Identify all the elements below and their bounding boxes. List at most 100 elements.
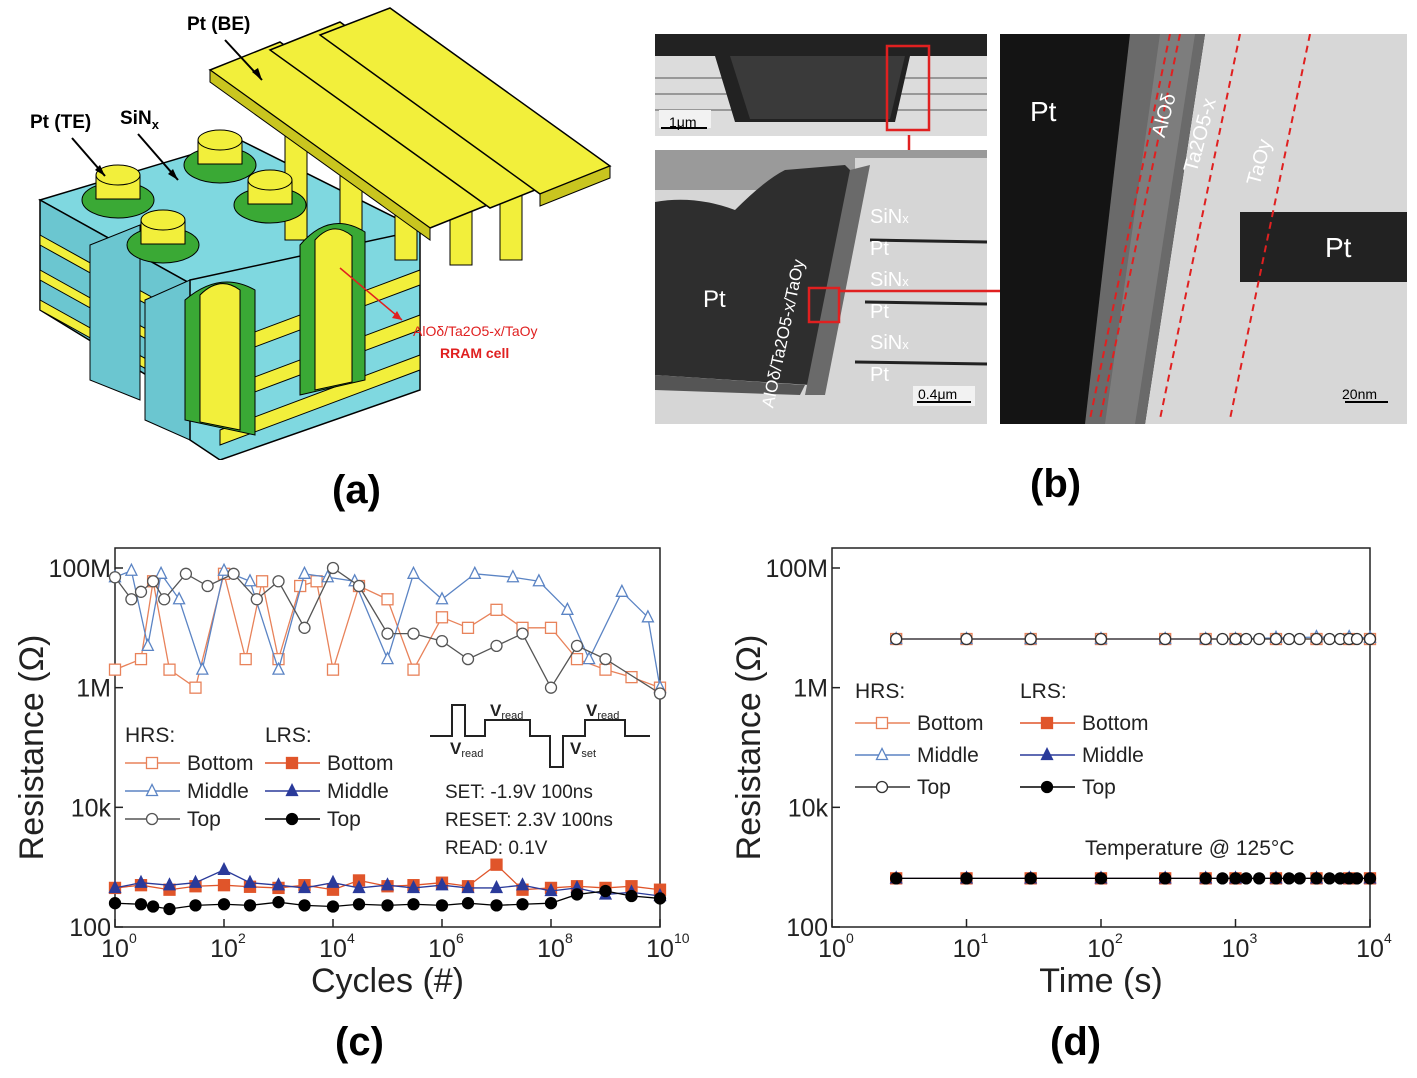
data-point	[1323, 632, 1336, 646]
data-point	[381, 593, 394, 606]
x-tick-label: 10	[101, 935, 129, 963]
data-point	[298, 899, 311, 912]
data-point	[1159, 872, 1172, 885]
y-tick-label: 1M	[793, 675, 828, 703]
tem-high-res-graphic	[1000, 34, 1407, 424]
tem-cross-section-graphic	[655, 150, 987, 424]
legend-lrs-title: LRS:	[1020, 680, 1067, 703]
data-point	[141, 637, 155, 651]
series-hrs-bottom	[108, 567, 667, 694]
data-point	[490, 858, 503, 871]
data-point	[960, 872, 973, 885]
x-tick-exponent: 6	[456, 930, 464, 946]
data-point	[490, 899, 503, 912]
data-point	[599, 663, 612, 676]
data-point	[1269, 872, 1283, 885]
data-point	[108, 571, 122, 584]
data-point	[615, 583, 629, 597]
data-point	[134, 898, 148, 911]
legend-entry-label: Top	[1082, 776, 1116, 799]
legend-entry-label: Middle	[187, 780, 249, 803]
pulse-diagram: Vread Vread Vread Vset	[430, 701, 650, 768]
y-tick-label: 100M	[48, 555, 111, 583]
pulse-condition-text: RESET: 2.3V 100ns	[445, 810, 613, 831]
y-tick-label: 100M	[765, 555, 828, 583]
data-point	[326, 874, 340, 888]
data-point	[154, 565, 168, 579]
data-point	[271, 661, 286, 675]
data-point	[162, 877, 177, 891]
x-tick-label: 10	[210, 935, 238, 963]
data-point	[461, 897, 475, 910]
data-point	[599, 884, 612, 898]
x-axis-label: Cycles (#)	[311, 962, 464, 1000]
data-point	[310, 575, 323, 588]
data-point	[1253, 632, 1266, 646]
front-columns	[184, 223, 366, 436]
pulse-label-vset: Vset	[570, 739, 596, 760]
scale-bar-20nm: 20nm	[1342, 386, 1378, 402]
data-point	[653, 892, 667, 905]
data-point	[544, 681, 558, 694]
tem-high-res: Pt Pt AlOδ Ta2O5-x TaOy 20nm	[1000, 34, 1407, 424]
data-point	[461, 652, 475, 666]
x-tick-label: 10	[428, 935, 456, 963]
data-point	[298, 621, 311, 634]
data-point	[1216, 632, 1229, 646]
data-point	[108, 663, 122, 676]
data-point	[1310, 632, 1323, 646]
data-point	[380, 877, 395, 891]
data-point	[560, 601, 574, 615]
x-tick-exponent: 8	[565, 930, 573, 946]
data-point	[108, 879, 122, 894]
scale-bar-1um: 1μm	[669, 114, 697, 130]
legend-marker	[285, 756, 299, 770]
legend-entry-label: Bottom	[1082, 712, 1149, 735]
panel-label-d: (d)	[1050, 1020, 1102, 1064]
pulse-waveform	[430, 704, 650, 768]
data-point	[461, 621, 475, 634]
legend-lrs-title: LRS:	[265, 724, 312, 747]
data-point	[406, 879, 421, 894]
data-point	[217, 861, 231, 876]
data-point	[1282, 632, 1296, 646]
y-tick-label: 1M	[76, 675, 111, 703]
data-point	[625, 889, 638, 903]
data-point	[146, 575, 160, 588]
data-point	[321, 569, 335, 583]
data-point	[468, 565, 482, 579]
data-point	[1350, 872, 1364, 885]
x-tick-exponent: 4	[1384, 930, 1392, 946]
data-point	[1159, 632, 1172, 646]
data-point	[250, 593, 263, 606]
label-pt-te: Pt (TE)	[30, 112, 91, 133]
legend-marker	[1040, 716, 1054, 730]
data-point	[352, 579, 366, 593]
data-point	[195, 661, 209, 675]
data-point	[435, 634, 449, 648]
data-point	[960, 632, 973, 646]
tem-right-layers: SiNx Pt SiNx Pt SiNx Pt	[870, 202, 909, 391]
cell-pointer-line	[339, 267, 403, 321]
data-point	[407, 898, 420, 911]
data-point	[326, 561, 340, 575]
y-axis-label: Resistance (Ω)	[13, 635, 51, 861]
x-tick-exponent: 2	[238, 930, 246, 946]
x-tick-label: 10	[1222, 935, 1250, 963]
series-lrs-top	[890, 872, 1377, 885]
data-point	[1363, 632, 1377, 646]
data-point	[625, 670, 638, 684]
data-point	[255, 575, 269, 588]
label-cell-rram: RRAM cell	[440, 345, 509, 361]
data-point	[653, 687, 667, 700]
data-point	[1024, 632, 1037, 646]
x-tick-label: 10	[818, 935, 846, 963]
data-point	[352, 898, 366, 911]
panel-label-a: (a)	[332, 468, 381, 512]
data-point	[1216, 872, 1229, 885]
pulse-label-vread-1: Vread	[490, 701, 523, 722]
data-point	[326, 900, 340, 913]
x-tick-label: 10	[1087, 935, 1115, 963]
label-pt-be: Pt (BE)	[187, 14, 250, 35]
